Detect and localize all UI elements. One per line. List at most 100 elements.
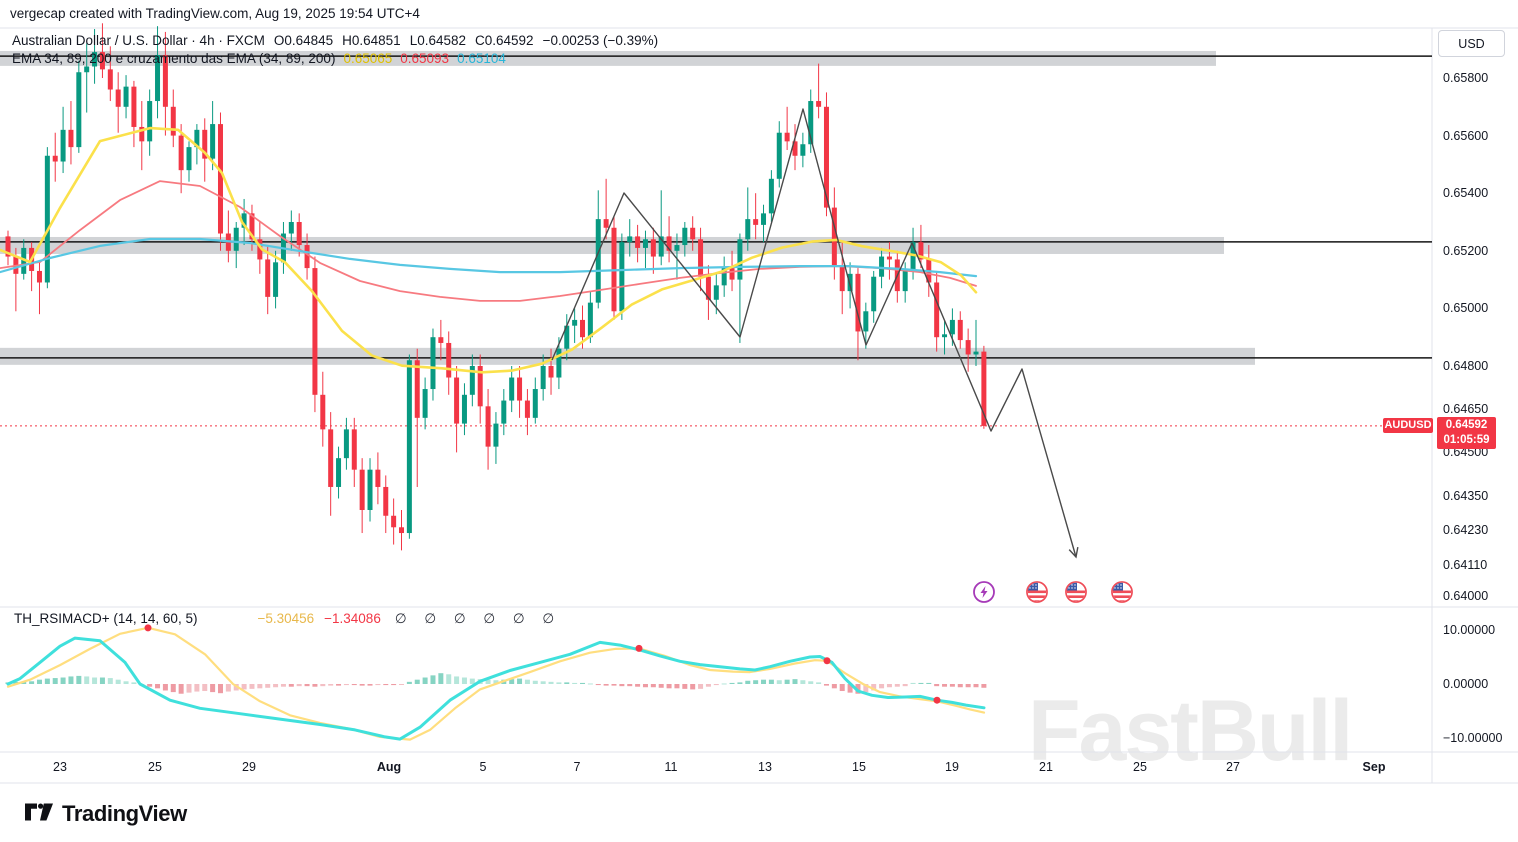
ema-legend-label[interactable]: EMA 34, 89, 200 e cruzamento das EMA (34…	[12, 51, 336, 66]
time-axis-tick: 23	[53, 760, 67, 774]
candle-body	[949, 319, 955, 335]
price-axis-tick: 0.65600	[1443, 128, 1489, 143]
candle-body	[336, 458, 342, 487]
histogram-bar	[800, 680, 806, 684]
histogram-bar	[509, 679, 515, 684]
histogram-bar	[454, 676, 460, 684]
symbol-title[interactable]: Australian Dollar / U.S. Dollar · 4h · F…	[12, 33, 265, 48]
histogram-bar	[336, 684, 342, 686]
histogram-bar	[823, 684, 829, 686]
candle-body	[745, 219, 751, 240]
ema200-value: 0.65104	[457, 51, 506, 66]
histogram-bar	[532, 680, 538, 684]
candle-body	[556, 348, 562, 378]
time-axis-tick: 15	[852, 760, 866, 774]
candle-body	[902, 270, 908, 292]
time-axis-tick: 29	[242, 760, 256, 774]
histogram-bar	[265, 684, 271, 688]
candle-body	[942, 334, 948, 338]
histogram-bar	[635, 684, 641, 687]
candle-body	[603, 219, 609, 228]
histogram-bar	[666, 684, 672, 689]
candle-body	[328, 429, 334, 487]
histogram-bar	[13, 681, 19, 684]
price-axis-tick: 0.64230	[1443, 523, 1489, 538]
candle-body	[217, 124, 223, 234]
last-price-badge: 0.64592 01:05:59	[1437, 417, 1496, 449]
histogram-bar	[650, 684, 656, 688]
indicator-legend-label[interactable]: TH_RSIMACD+ (14, 14, 60, 5)	[14, 611, 198, 626]
candle-body	[68, 129, 74, 148]
candle-body	[320, 394, 326, 430]
histogram-bar	[320, 684, 326, 687]
candle-body	[823, 106, 829, 208]
candle-body	[92, 52, 98, 67]
candle-body	[910, 242, 916, 271]
sr-zone[interactable]	[0, 50, 1216, 66]
time-axis-tick: 27	[1226, 760, 1240, 774]
candle-body	[800, 144, 806, 156]
candle-body	[698, 239, 704, 277]
candle-body	[973, 351, 979, 355]
us-flag-icon[interactable]	[1064, 580, 1088, 604]
attribution-text: vergecap created with TradingView.com, A…	[10, 6, 420, 21]
histogram-bar	[351, 684, 357, 686]
indicator-axis-tick: 10.00000	[1443, 623, 1496, 637]
histogram-bar	[855, 684, 861, 694]
candle-body	[123, 86, 129, 107]
histogram-bar	[910, 682, 916, 684]
us-flag-icon[interactable]	[1110, 580, 1134, 604]
candle-body	[52, 155, 58, 162]
histogram-bar	[438, 673, 444, 684]
candle-body	[690, 227, 696, 240]
sr-zone[interactable]	[0, 347, 1255, 365]
histogram-bar	[839, 684, 845, 692]
histogram-bar	[595, 684, 601, 686]
candle-body	[761, 213, 767, 225]
candle-body	[391, 515, 397, 528]
candle-body	[241, 213, 247, 228]
time-axis-tick: 13	[758, 760, 772, 774]
histogram-bar	[784, 679, 790, 684]
histogram-bar	[194, 684, 200, 692]
trend-projection-arrow[interactable]	[551, 108, 1077, 558]
histogram-bar	[902, 684, 908, 687]
candle-body	[359, 469, 365, 510]
histogram-bar	[343, 684, 349, 686]
histogram-bar	[949, 684, 955, 687]
candle-body	[21, 247, 27, 274]
candle-body	[753, 219, 759, 225]
histogram-bar	[816, 682, 822, 684]
candle-body	[957, 319, 963, 341]
histogram-bar	[926, 682, 932, 684]
candle-body	[572, 319, 578, 326]
histogram-bar	[564, 682, 570, 684]
economic-event-icon[interactable]	[972, 580, 996, 604]
candle-body	[532, 389, 538, 418]
candle-body	[674, 245, 680, 251]
histogram-bar	[217, 684, 223, 694]
histogram-bar	[21, 681, 27, 684]
indicator-legend: TH_RSIMACD+ (14, 14, 60, 5) −5.30456 −1.34…	[14, 611, 561, 627]
currency-button[interactable]: USD	[1438, 30, 1505, 57]
histogram-bar	[44, 678, 50, 684]
tradingview-logo-text: TradingView	[62, 800, 187, 826]
candle-body	[682, 227, 688, 246]
candle-body	[509, 377, 515, 401]
fastbull-watermark: FastBull	[1028, 683, 1353, 779]
histogram-bar	[580, 682, 586, 684]
candle-body	[729, 268, 735, 280]
histogram-bar	[257, 684, 263, 689]
histogram-bar	[115, 679, 121, 684]
candle-body	[44, 155, 50, 283]
candle-body	[713, 285, 719, 300]
histogram-bar	[831, 684, 837, 689]
histogram-bar	[627, 684, 633, 687]
tradingview-logo[interactable]: TradingView	[24, 797, 187, 830]
candle-body	[454, 377, 460, 424]
histogram-bar	[698, 684, 704, 689]
us-flag-icon[interactable]	[1025, 580, 1049, 604]
histogram-bar	[603, 684, 609, 686]
indicator-axis-tick: 0.00000	[1443, 677, 1489, 691]
